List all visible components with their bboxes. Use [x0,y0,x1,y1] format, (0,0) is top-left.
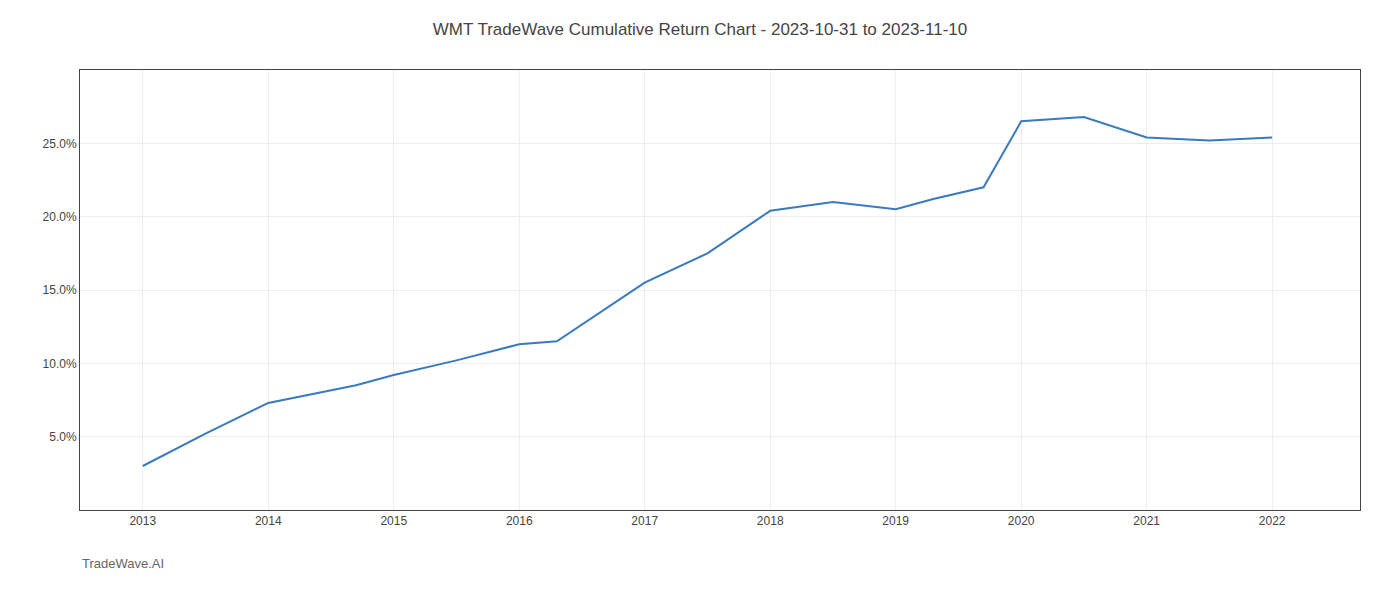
svg-text:2014: 2014 [255,514,282,528]
svg-text:25.0%: 25.0% [43,137,77,151]
svg-text:2017: 2017 [631,514,658,528]
svg-text:15.0%: 15.0% [43,283,77,297]
svg-text:2019: 2019 [882,514,909,528]
svg-text:2016: 2016 [506,514,533,528]
svg-text:2018: 2018 [757,514,784,528]
svg-text:2022: 2022 [1259,514,1286,528]
svg-text:5.0%: 5.0% [49,430,77,444]
svg-text:2015: 2015 [380,514,407,528]
svg-text:20.0%: 20.0% [43,210,77,224]
svg-text:2020: 2020 [1008,514,1035,528]
svg-text:2021: 2021 [1133,514,1160,528]
svg-text:2013: 2013 [129,514,156,528]
svg-text:WMT TradeWave Cumulative Retur: WMT TradeWave Cumulative Return Chart - … [433,20,968,39]
svg-text:TradeWave.AI: TradeWave.AI [82,556,164,571]
svg-text:10.0%: 10.0% [43,357,77,371]
